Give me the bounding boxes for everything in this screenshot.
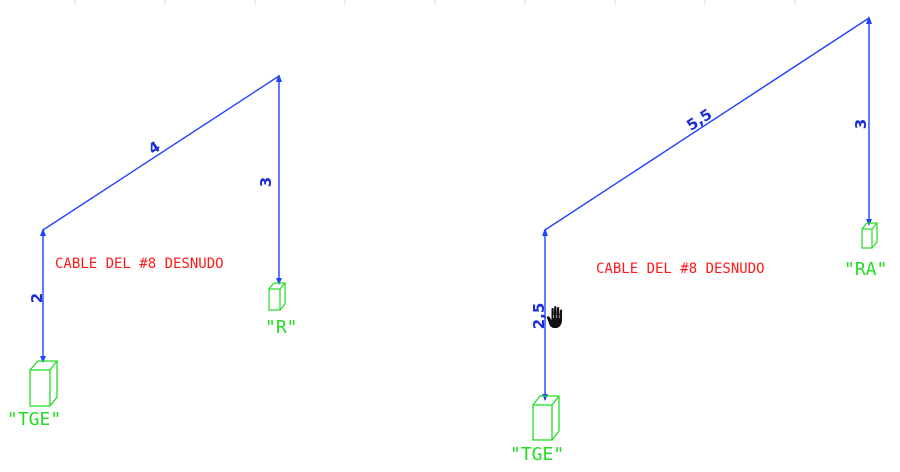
left-grounding-diagram: 4 3 2 CABLE DEL #8 DESNUDO "TGE" "R" <box>7 74 298 430</box>
right-left-drop-length-label: 2,5 <box>530 303 548 330</box>
left-wire-arrows <box>40 74 282 363</box>
left-wire-diagonal <box>42 75 280 231</box>
right-arrow-bottom <box>542 394 548 401</box>
right-wire-arrows <box>542 16 872 401</box>
right-arrow-corner-right <box>866 16 872 24</box>
right-ra-label: "RA" <box>844 259 887 280</box>
left-wire-path <box>42 75 280 362</box>
left-tge-panel-box <box>29 360 58 407</box>
left-diagonal-length-label: 4 <box>145 137 164 158</box>
left-right-drop-length-label: 3 <box>257 177 275 187</box>
left-r-box <box>268 282 286 311</box>
right-tge-label: "TGE" <box>510 444 564 465</box>
hand-pan-icon <box>546 305 563 328</box>
right-tge-panel-box <box>532 395 560 441</box>
left-arrow-corner-left <box>40 228 46 236</box>
left-left-drop-length-label: 2 <box>28 293 46 303</box>
left-arrow-bottom <box>40 356 46 363</box>
right-right-drop-length-label: 3 <box>852 119 870 129</box>
right-ra-box <box>861 222 878 249</box>
left-r-label: "R" <box>265 317 298 338</box>
left-cable-note: CABLE DEL #8 DESNUDO <box>55 256 224 272</box>
right-diagonal-length-label: 5,5 <box>683 105 715 135</box>
right-wire-path <box>544 17 870 400</box>
right-wire-diagonal <box>544 17 870 231</box>
top-ruler-ticks <box>74 0 796 5</box>
left-arrow-right-end <box>276 278 282 285</box>
left-arrow-corner-right <box>276 74 282 82</box>
right-arrow-corner-left <box>542 228 548 236</box>
right-cable-note: CABLE DEL #8 DESNUDO <box>596 261 765 277</box>
right-grounding-diagram: 5,5 3 2,5 CABLE DEL #8 DESNUDO "TGE" "RA… <box>510 16 887 465</box>
left-tge-label: "TGE" <box>7 409 61 430</box>
